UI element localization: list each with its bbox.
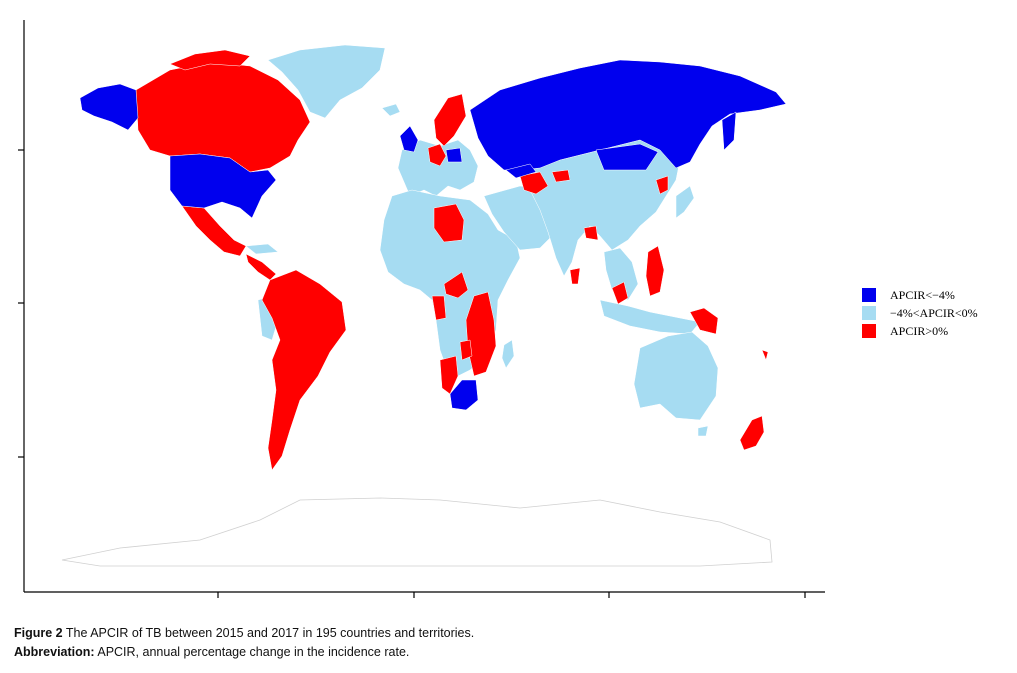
region-uk-ireland bbox=[399, 125, 419, 153]
region-alaska bbox=[79, 83, 139, 131]
region-central-africa bbox=[443, 271, 469, 299]
region-philippines bbox=[645, 245, 665, 297]
region-namibia bbox=[439, 355, 459, 395]
region-bangladesh bbox=[583, 225, 599, 241]
region-mexico bbox=[181, 205, 247, 257]
legend-label: APCIR>0% bbox=[890, 323, 949, 338]
region-germany bbox=[427, 143, 447, 167]
legend-item-increase: APCIR>0% bbox=[862, 322, 978, 340]
region-southeast-asia bbox=[603, 247, 639, 301]
world-map-figure bbox=[18, 20, 825, 598]
legend-item-decline-slow: −4%<APCIR<0% bbox=[862, 304, 978, 322]
abbreviation-label: Abbreviation: bbox=[14, 645, 95, 659]
region-new-zealand bbox=[739, 415, 765, 451]
caption-line-2: Abbreviation: APCIR, annual percentage c… bbox=[14, 643, 1004, 662]
region-angola bbox=[431, 295, 447, 321]
region-poland bbox=[445, 147, 463, 163]
map-legend: APCIR<−4% −4%<APCIR<0% APCIR>0% bbox=[862, 286, 978, 340]
region-cuba bbox=[245, 243, 279, 255]
region-madagascar bbox=[501, 339, 515, 369]
region-antarctica bbox=[61, 497, 773, 567]
region-australia bbox=[633, 331, 719, 421]
figure-caption: Figure 2 The APCIR of TB between 2015 an… bbox=[14, 624, 1004, 662]
axis-frame bbox=[18, 20, 825, 598]
region-indonesia-red bbox=[611, 281, 629, 305]
region-scandinavia bbox=[433, 93, 467, 147]
region-canada-islands bbox=[169, 49, 251, 71]
region-korea bbox=[655, 175, 669, 195]
region-tasmania bbox=[697, 425, 709, 437]
region-mongolia bbox=[595, 143, 659, 171]
region-greenland bbox=[267, 44, 386, 119]
legend-swatch bbox=[862, 324, 876, 338]
region-south-america bbox=[261, 269, 347, 471]
region-uzbekistan bbox=[551, 169, 571, 183]
region-japan bbox=[675, 185, 695, 219]
legend-swatch bbox=[862, 288, 876, 302]
caption-line-1: Figure 2 The APCIR of TB between 2015 an… bbox=[14, 624, 1004, 643]
legend-item-decline-fast: APCIR<−4% bbox=[862, 286, 978, 304]
region-central-america bbox=[245, 253, 277, 281]
region-turkmenistan bbox=[519, 171, 549, 195]
region-india-red bbox=[569, 267, 581, 285]
region-united-states bbox=[169, 153, 277, 219]
region-east-africa bbox=[465, 291, 497, 377]
figure-label: Figure 2 bbox=[14, 626, 63, 640]
region-madagascar-red bbox=[459, 339, 473, 361]
legend-swatch bbox=[862, 306, 876, 320]
regions-decline-fast bbox=[79, 59, 787, 411]
region-kamchatka bbox=[721, 111, 737, 151]
region-canada bbox=[135, 61, 311, 173]
regions-decline-slow bbox=[245, 44, 719, 437]
region-kazakhstan bbox=[505, 163, 537, 179]
region-south-africa bbox=[449, 379, 479, 411]
region-new-zealand-south bbox=[761, 349, 769, 361]
region-indonesia bbox=[599, 299, 701, 335]
region-papua bbox=[689, 307, 719, 335]
legend-label: −4%<APCIR<0% bbox=[890, 305, 978, 320]
region-libya bbox=[433, 203, 465, 243]
regions-increase bbox=[135, 49, 769, 471]
abbreviation-text: APCIR, annual percentage change in the i… bbox=[97, 645, 410, 659]
figure-text: The APCIR of TB between 2015 and 2017 in… bbox=[65, 626, 475, 640]
legend-label: APCIR<−4% bbox=[890, 287, 955, 302]
region-iceland bbox=[381, 103, 401, 117]
